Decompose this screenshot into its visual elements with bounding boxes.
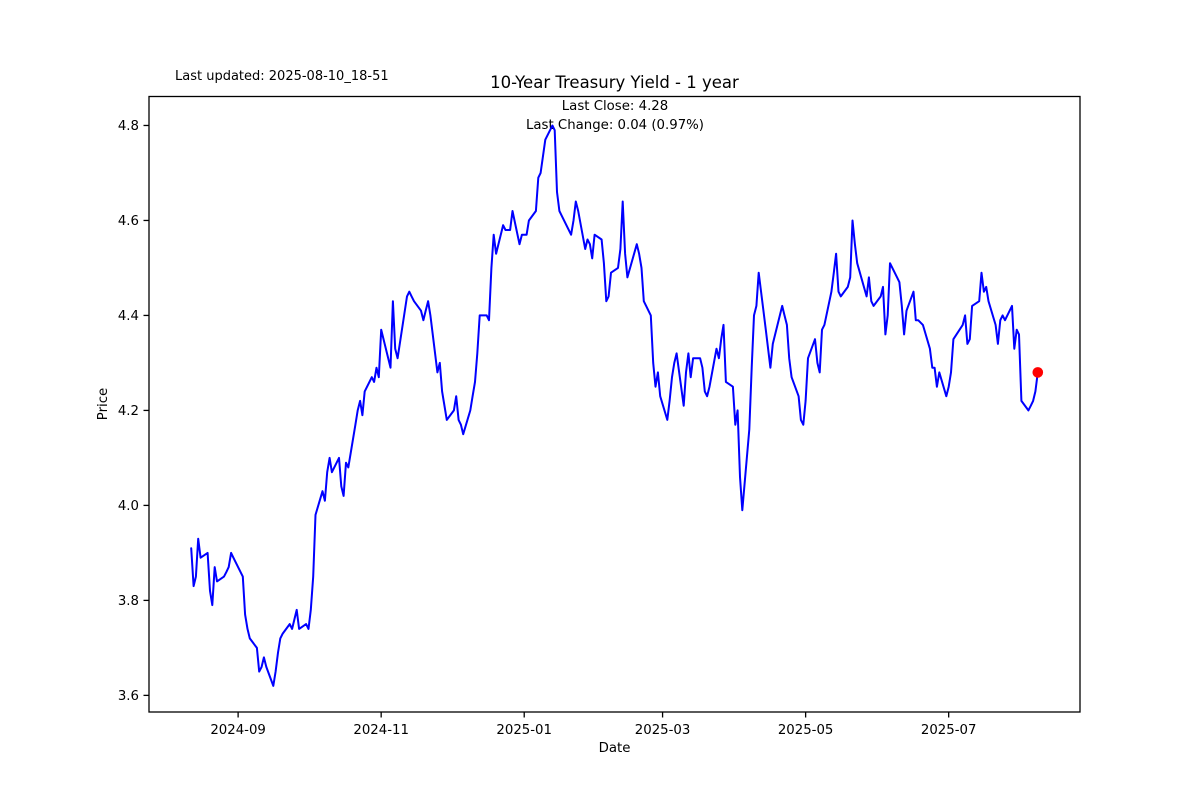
chart-title: 10-Year Treasury Yield - 1 year <box>490 73 739 92</box>
y-tick-label: 4.4 <box>118 309 139 324</box>
x-tick-label: 2025-07 <box>921 723 977 738</box>
plot-area <box>148 95 1081 713</box>
x-tick-label: 2024-11 <box>353 723 409 738</box>
last-price-marker <box>1032 367 1044 378</box>
x-tick-label: 2025-01 <box>496 723 552 738</box>
x-axis-ticks: 2024-09 2024-11 2025-01 2025-03 2025-05 2025-… <box>210 712 976 738</box>
x-axis-label: Date <box>599 741 631 756</box>
y-tick-label: 4.2 <box>118 404 139 419</box>
y-tick-label: 3.6 <box>118 689 139 704</box>
y-tick-label: 3.8 <box>118 594 139 609</box>
subtitle-last-change: Last Change: 0.04 (0.97%) <box>526 118 704 133</box>
x-tick-label: 2025-05 <box>778 723 834 738</box>
y-axis-label: Price <box>96 388 111 420</box>
x-tick-label: 2024-09 <box>210 723 266 738</box>
price-line <box>190 124 1039 687</box>
last-updated-text: Last updated: 2025-08-10_18-51 <box>175 69 389 84</box>
y-tick-label: 4.0 <box>118 499 139 514</box>
y-axis-ticks: 3.6 3.8 4.0 4.2 4.4 4.6 4.8 <box>118 119 149 704</box>
y-tick-label: 4.6 <box>118 214 139 229</box>
subtitle-last-close: Last Close: 4.28 <box>562 99 668 114</box>
x-tick-label: 2025-03 <box>635 723 691 738</box>
y-tick-label: 4.8 <box>118 119 139 134</box>
